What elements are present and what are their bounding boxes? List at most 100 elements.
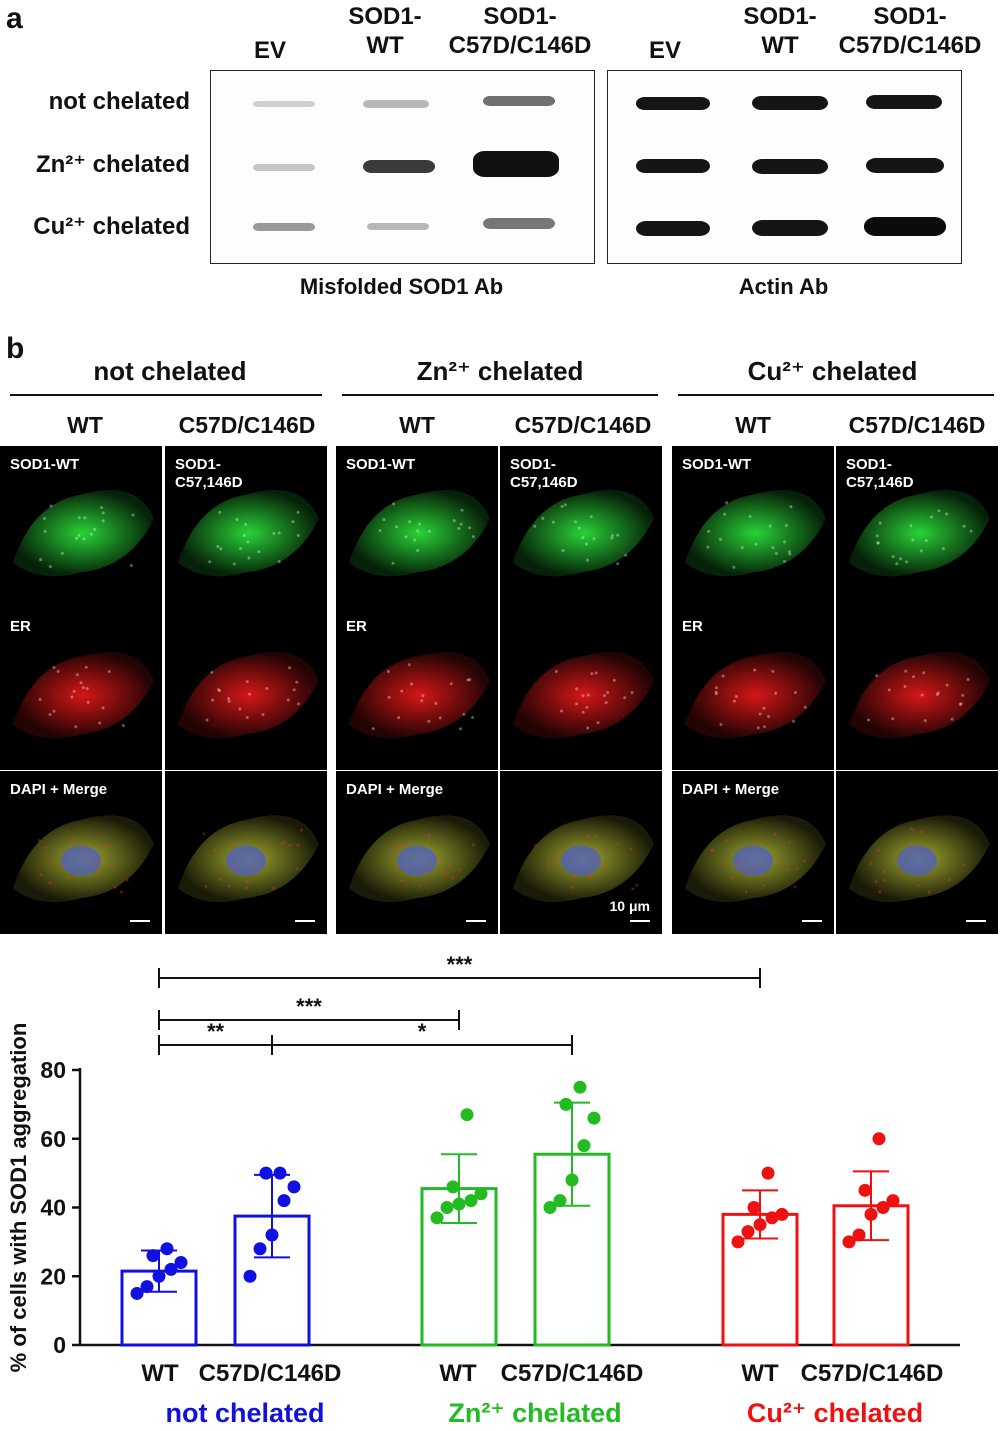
x-label-wt: WT <box>141 1360 179 1387</box>
data-point <box>864 1207 878 1221</box>
nucleus <box>897 845 937 876</box>
vesicle-dot <box>211 698 215 702</box>
vesicle-dot <box>753 668 757 672</box>
nucleus <box>561 845 601 876</box>
vesicle-dot <box>916 884 920 888</box>
vesicle-dot <box>966 677 970 681</box>
vesicle-dot <box>616 842 620 846</box>
vesicle-dot <box>468 526 472 530</box>
vesicle-dot <box>61 864 65 868</box>
micrograph-label: DAPI + Merge <box>346 781 444 798</box>
vesicle-dot <box>471 715 475 719</box>
vesicle-dot <box>82 537 86 541</box>
vesicle-dot <box>867 718 871 722</box>
vesicle-dot <box>969 529 973 533</box>
vesicle-dot <box>60 551 64 555</box>
vesicle-dot <box>586 834 590 838</box>
vesicle-dot <box>110 863 114 867</box>
vesicle-dot <box>707 529 711 533</box>
vesicle-dot <box>48 862 52 866</box>
vesicle-dot <box>288 844 292 848</box>
er-micrograph: ER <box>672 608 834 770</box>
data-point <box>160 1242 174 1256</box>
vesicle-dot <box>272 531 276 535</box>
x-label-wt: WT <box>439 1360 477 1387</box>
vesicle-dot <box>732 699 736 703</box>
vesicle-dot <box>101 511 105 515</box>
merge-micrograph: 10 μm <box>500 771 662 934</box>
vesicle-dot <box>586 726 590 730</box>
micrograph-cell-image <box>512 651 654 739</box>
vesicle-dot <box>589 873 593 877</box>
blot-band <box>253 223 315 231</box>
vesicle-dot <box>386 669 390 673</box>
micrograph-cell-image <box>684 815 826 903</box>
data-point <box>543 1201 557 1214</box>
vesicle-dot <box>291 520 295 524</box>
vesicle-dot <box>227 884 231 888</box>
er-micrograph: ER <box>336 608 498 770</box>
vesicle-dot <box>449 682 453 686</box>
vesicle-dot <box>734 694 738 698</box>
vesicle-dot <box>789 505 793 509</box>
cell-body <box>177 489 319 577</box>
micrograph-label: ER <box>346 618 367 635</box>
sub-label-mut: C57D/C146D <box>848 412 986 438</box>
misfolded-sod1-blot <box>210 70 595 264</box>
vesicle-dot <box>396 845 400 849</box>
vesicle-dot <box>208 560 212 564</box>
vesicle-dot <box>235 518 239 522</box>
vesicle-dot <box>428 529 432 533</box>
vesicle-dot <box>895 562 899 566</box>
micrograph-cell-image <box>512 815 654 903</box>
data-point <box>287 1180 301 1194</box>
vesicle-dot <box>245 716 249 720</box>
vesicle-dot <box>75 673 79 677</box>
vesicle-dot <box>389 851 393 855</box>
vesicle-dot <box>217 689 221 693</box>
blot-band <box>367 223 429 230</box>
blot-band <box>864 217 946 236</box>
micrograph-label: SOD1-WT <box>346 456 416 473</box>
data-point <box>464 1194 478 1208</box>
y-tick-label: 40 <box>40 1195 66 1221</box>
data-point <box>842 1235 856 1249</box>
vesicle-dot <box>218 877 222 881</box>
vesicle-dot <box>404 535 408 539</box>
vesicle-dot <box>767 714 771 718</box>
vesicle-dot <box>616 562 620 566</box>
vesicle-dot <box>786 867 790 871</box>
vesicle-dot <box>721 674 725 678</box>
nucleus <box>397 845 437 876</box>
vesicle-dot <box>66 876 70 880</box>
actin-caption: Actin Ab <box>738 274 829 299</box>
vesicle-dot <box>793 690 797 694</box>
group-heading-cu-chelated: Cu²⁺ chelated <box>747 356 918 386</box>
vesicle-dot <box>745 868 749 872</box>
vesicle-dot <box>919 549 923 553</box>
vesicle-dot <box>803 705 807 709</box>
cell-body <box>684 489 826 577</box>
vesicle-dot <box>740 546 744 550</box>
vesicle-dot <box>758 712 762 716</box>
vesicle-dot <box>628 847 632 851</box>
vesicle-dot <box>451 876 455 880</box>
lane-label-mut-2: SOD1- C57D/C146D <box>838 3 982 59</box>
scale-bar <box>466 920 486 922</box>
group-heading-not-chelated: not chelated <box>93 356 247 386</box>
vesicle-dot <box>458 868 462 872</box>
vesicle-dot <box>575 687 579 691</box>
vesicle-dot <box>85 687 89 691</box>
vesicle-dot <box>714 690 718 694</box>
row-label-cu-chelated: Cu²⁺ chelated <box>33 213 190 240</box>
vesicle-dot <box>546 862 550 866</box>
micrograph-label: ER <box>10 618 31 635</box>
vesicle-dot <box>903 685 907 689</box>
vesicle-dot <box>732 565 736 569</box>
vesicle-dot <box>601 846 605 850</box>
vesicle-dot <box>570 885 574 889</box>
vesicle-dot <box>556 856 560 860</box>
vesicle-dot <box>70 695 74 699</box>
vesicle-dot <box>261 713 265 717</box>
data-point <box>747 1201 761 1214</box>
